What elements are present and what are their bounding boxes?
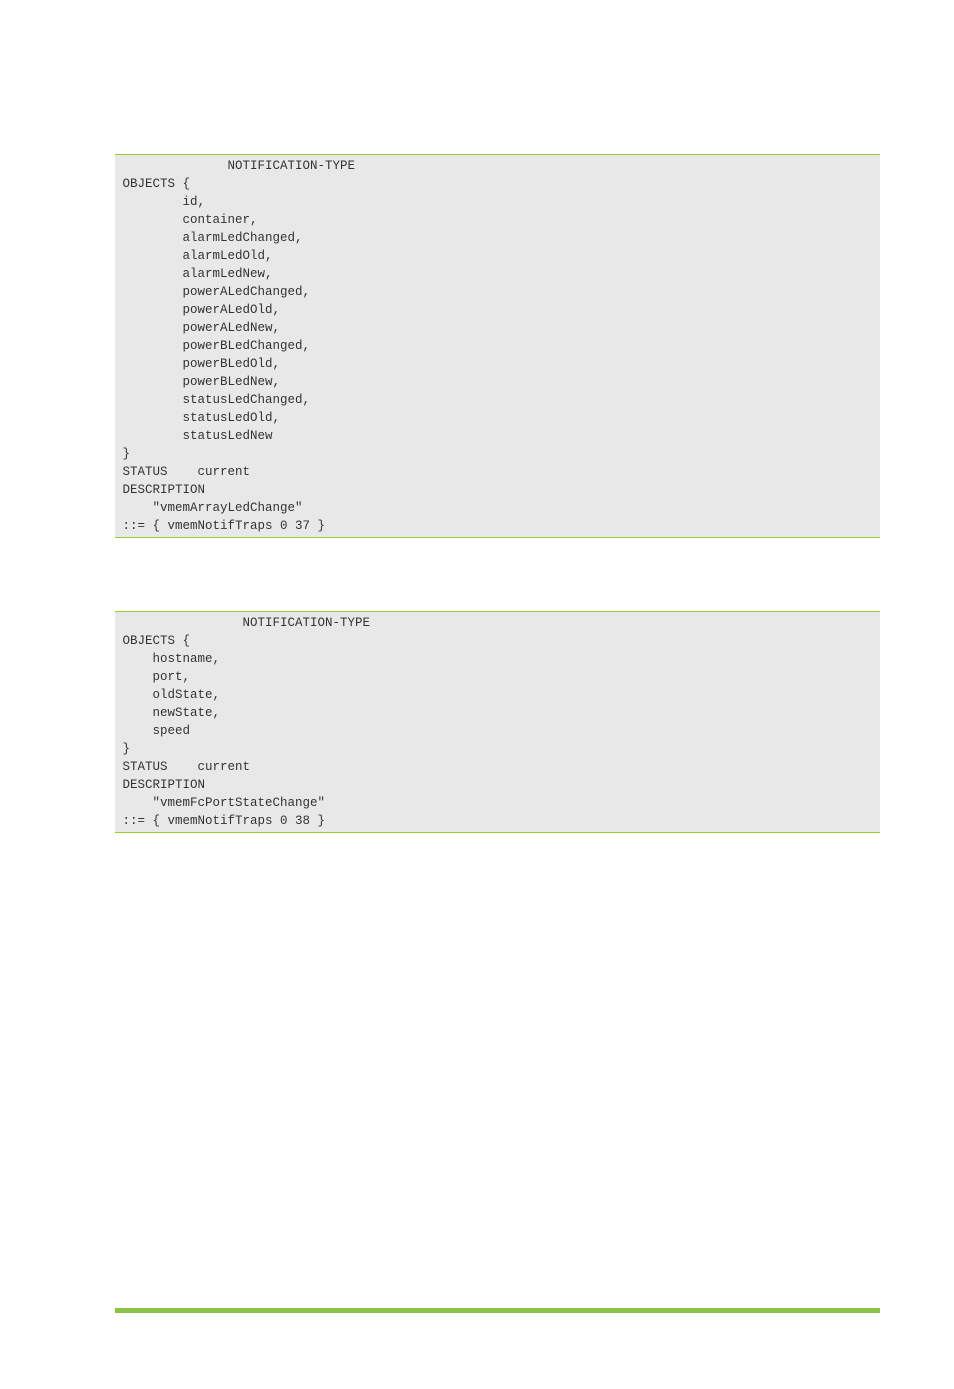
code-block-1: NOTIFICATION-TYPE OBJECTS { id, containe… [115,154,880,538]
footer-bar [115,1308,880,1313]
code-block-2: NOTIFICATION-TYPE OBJECTS { hostname, po… [115,611,880,833]
